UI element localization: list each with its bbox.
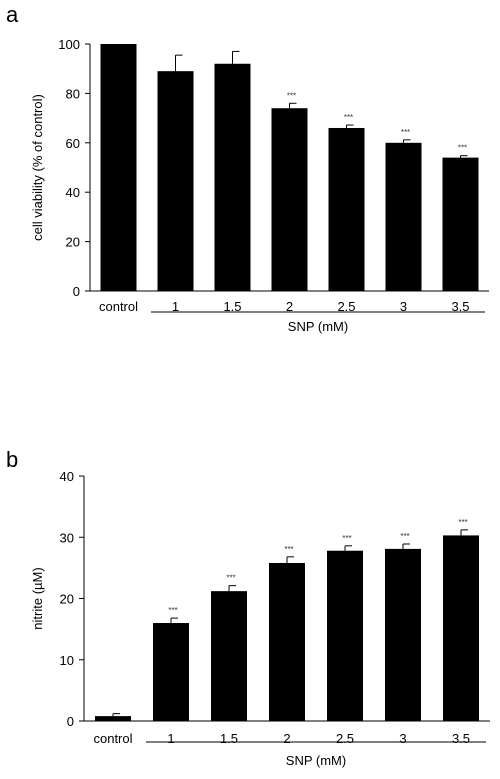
- panel-a-bar-3.5: [442, 157, 479, 291]
- panel-b-y-tick-label-20: 20: [60, 592, 74, 607]
- panel-a-significance-2: ***: [287, 91, 296, 100]
- panel-a-y-tick-label-20: 20: [66, 235, 80, 250]
- panel-a-significance-2.5: ***: [344, 113, 353, 122]
- panel-a-significance-3.5: ***: [458, 144, 467, 153]
- panel-b-bar-3: [385, 548, 421, 721]
- panel-a-x-tick-label-1.5: 1.5: [223, 299, 241, 314]
- panel-b-significance-2.5: ***: [342, 534, 351, 543]
- panel-a-y-tick-label-60: 60: [66, 136, 80, 151]
- panel-b-x-axis-label: SNP (mM): [286, 753, 346, 768]
- panel-b-x-tick-label-3: 3: [399, 731, 406, 746]
- panel-b-bar-2: [269, 562, 305, 721]
- panel-b-bar-1.5: [211, 591, 247, 721]
- panel-b-significance-3: ***: [400, 532, 409, 541]
- panel-a-bar-control: [100, 44, 137, 291]
- panel-b-significance-2: ***: [284, 545, 293, 554]
- panel-b-bar-2.5: [327, 550, 363, 721]
- panel-b-y-tick-label-30: 30: [60, 530, 74, 545]
- panel-b-significance-1: ***: [168, 606, 177, 615]
- panel-a-bar-2: [271, 108, 308, 291]
- panel-b-x-tick-label-control: control: [93, 731, 132, 746]
- panel-a-y-tick-label-0: 0: [73, 284, 80, 299]
- panel-a-x-tick-label-2.5: 2.5: [337, 299, 355, 314]
- panel-a-x-tick-label-3: 3: [400, 299, 407, 314]
- panel-b-bar-3.5: [443, 535, 479, 721]
- panel-b-bar-1: [153, 623, 189, 721]
- panel-a-y-tick-label-40: 40: [66, 185, 80, 200]
- panel-a-x-axis-label: SNP (mM): [288, 319, 348, 334]
- panel-a-bar-1.5: [214, 63, 251, 292]
- panel-b-x-tick-label-2: 2: [283, 731, 290, 746]
- panel-b-significance-3.5: ***: [458, 518, 467, 527]
- panel-a-x-tick-label-1: 1: [172, 299, 179, 314]
- panel-b-y-tick-label-10: 10: [60, 653, 74, 668]
- panel-b-x-tick-label-2.5: 2.5: [336, 731, 354, 746]
- panel-b-y-tick-label-40: 40: [60, 469, 74, 484]
- panel-b-x-tick-label-1: 1: [167, 731, 174, 746]
- panel-a-y-axis-label: cell viability (% of control): [30, 94, 45, 241]
- panel-b-y-tick-label-0: 0: [67, 714, 74, 729]
- panel-a-y-tick-label-100: 100: [58, 37, 80, 52]
- panel-a-bar-1: [157, 71, 194, 291]
- panel-b-y-axis-label: nitrite (µM): [30, 567, 45, 629]
- panel-a-letter: a: [6, 2, 19, 27]
- panel-a-bar-3: [385, 142, 422, 291]
- panel-b-x-tick-label-3.5: 3.5: [452, 731, 470, 746]
- panel-b-letter: b: [6, 447, 18, 472]
- panel-a-x-tick-label-3.5: 3.5: [451, 299, 469, 314]
- panel-b-significance-1.5: ***: [226, 574, 235, 583]
- panel-a-y-tick-label-80: 80: [66, 86, 80, 101]
- panel-a-significance-3: ***: [401, 128, 410, 137]
- panel-a-x-tick-label-2: 2: [286, 299, 293, 314]
- panel-b-x-tick-label-1.5: 1.5: [220, 731, 238, 746]
- panel-b-bar-control: [95, 716, 131, 721]
- panel-a-x-tick-label-control: control: [99, 299, 138, 314]
- panel-a-bar-2.5: [328, 127, 365, 291]
